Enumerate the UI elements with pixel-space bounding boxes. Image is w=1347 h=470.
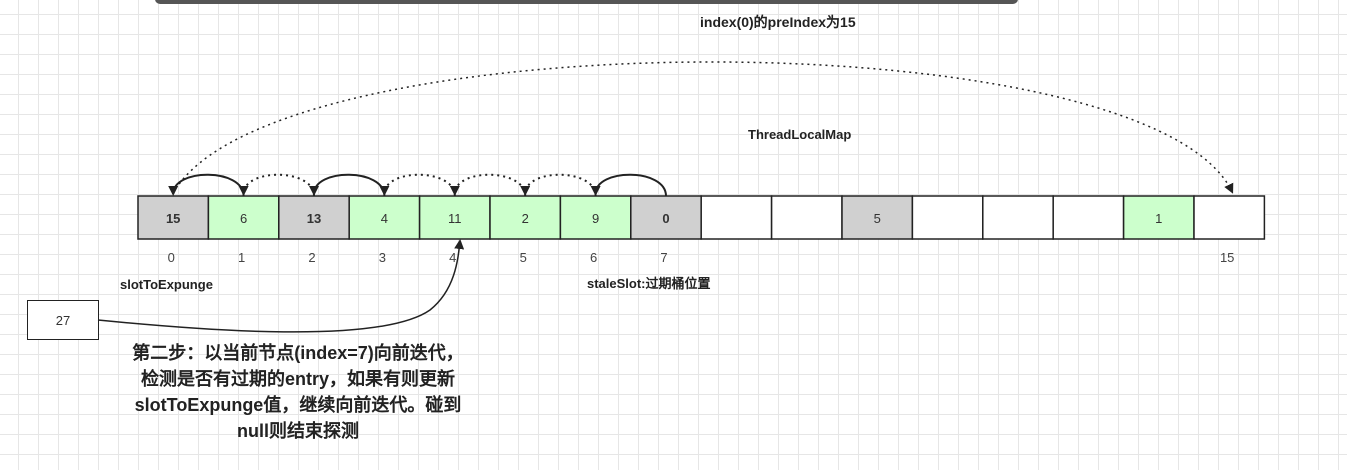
diagram-title: index(0)的preIndex为15 bbox=[700, 14, 856, 30]
prev-index-arrow bbox=[238, 173, 315, 197]
index-label: 3 bbox=[379, 250, 386, 265]
array-cell: 0 bbox=[630, 195, 702, 240]
index-label: 7 bbox=[660, 250, 667, 265]
array-cell bbox=[1193, 195, 1266, 240]
cell-rect bbox=[1052, 195, 1125, 240]
cell-value: 11 bbox=[448, 211, 462, 226]
array-cell bbox=[770, 195, 843, 240]
slot-to-expunge-label: slotToExpunge bbox=[120, 277, 213, 292]
cell-rect bbox=[1193, 195, 1266, 240]
prev-index-arrow bbox=[379, 173, 456, 197]
index-label: 6 bbox=[590, 250, 597, 265]
prev-index-arrow bbox=[309, 173, 386, 197]
index-label: 5 bbox=[520, 250, 527, 265]
cell-rect bbox=[982, 195, 1054, 240]
array-cell bbox=[982, 195, 1054, 240]
cell-value: 2 bbox=[522, 211, 529, 226]
cell-value: 6 bbox=[240, 211, 247, 226]
cell-rect bbox=[1122, 195, 1195, 240]
map-label: ThreadLocalMap bbox=[748, 127, 852, 142]
step-description: 第二步：以当前节点(index=7)向前迭代，检测是否有过期的entry，如果有… bbox=[132, 343, 464, 441]
cell-value: 13 bbox=[307, 211, 321, 226]
index-label: 15 bbox=[1220, 250, 1234, 265]
index-label: 1 bbox=[238, 250, 245, 265]
array-cell bbox=[911, 195, 984, 240]
cell-rect bbox=[911, 195, 984, 240]
cell-value: 1 bbox=[1155, 211, 1162, 226]
array-cell bbox=[1052, 195, 1125, 240]
array-cell: 11 bbox=[418, 195, 491, 240]
window-top-bar bbox=[155, 0, 1018, 4]
cell-rect bbox=[207, 195, 280, 240]
array-cell: 2 bbox=[489, 195, 562, 240]
cell-value: 5 bbox=[874, 211, 881, 226]
array-cell: 6 bbox=[207, 195, 280, 240]
cell-value: 0 bbox=[662, 211, 669, 226]
prev-index-arrow bbox=[449, 173, 527, 197]
cell-rect bbox=[841, 195, 914, 240]
index-label: 4 bbox=[449, 250, 456, 265]
array-cell: 1 bbox=[1122, 195, 1195, 240]
pre-index-wrap-arrow bbox=[178, 61, 1234, 194]
cell-rect bbox=[278, 195, 350, 240]
index-label: 0 bbox=[168, 250, 175, 265]
stale-slot-label: staleSlot:过期桶位置 bbox=[587, 276, 711, 291]
array-cell: 13 bbox=[278, 195, 350, 240]
cell-rect bbox=[700, 195, 773, 240]
prev-index-arrow bbox=[520, 173, 597, 197]
cell-value: 15 bbox=[166, 211, 180, 226]
new-entry-value: 27 bbox=[55, 312, 71, 328]
prev-index-arrow bbox=[590, 173, 667, 197]
array-cell bbox=[700, 195, 773, 240]
array-cell: 5 bbox=[841, 195, 914, 240]
cell-value: 9 bbox=[592, 211, 599, 226]
cell-rect bbox=[770, 195, 843, 240]
array-cell: 15 bbox=[137, 195, 210, 240]
new-entry-box: 27 bbox=[27, 300, 99, 340]
array-cell: 9 bbox=[559, 195, 632, 240]
cell-value: 4 bbox=[381, 211, 388, 226]
new-entry-arrow bbox=[97, 239, 465, 333]
index-label: 2 bbox=[308, 250, 315, 265]
array-cell: 4 bbox=[348, 195, 421, 240]
